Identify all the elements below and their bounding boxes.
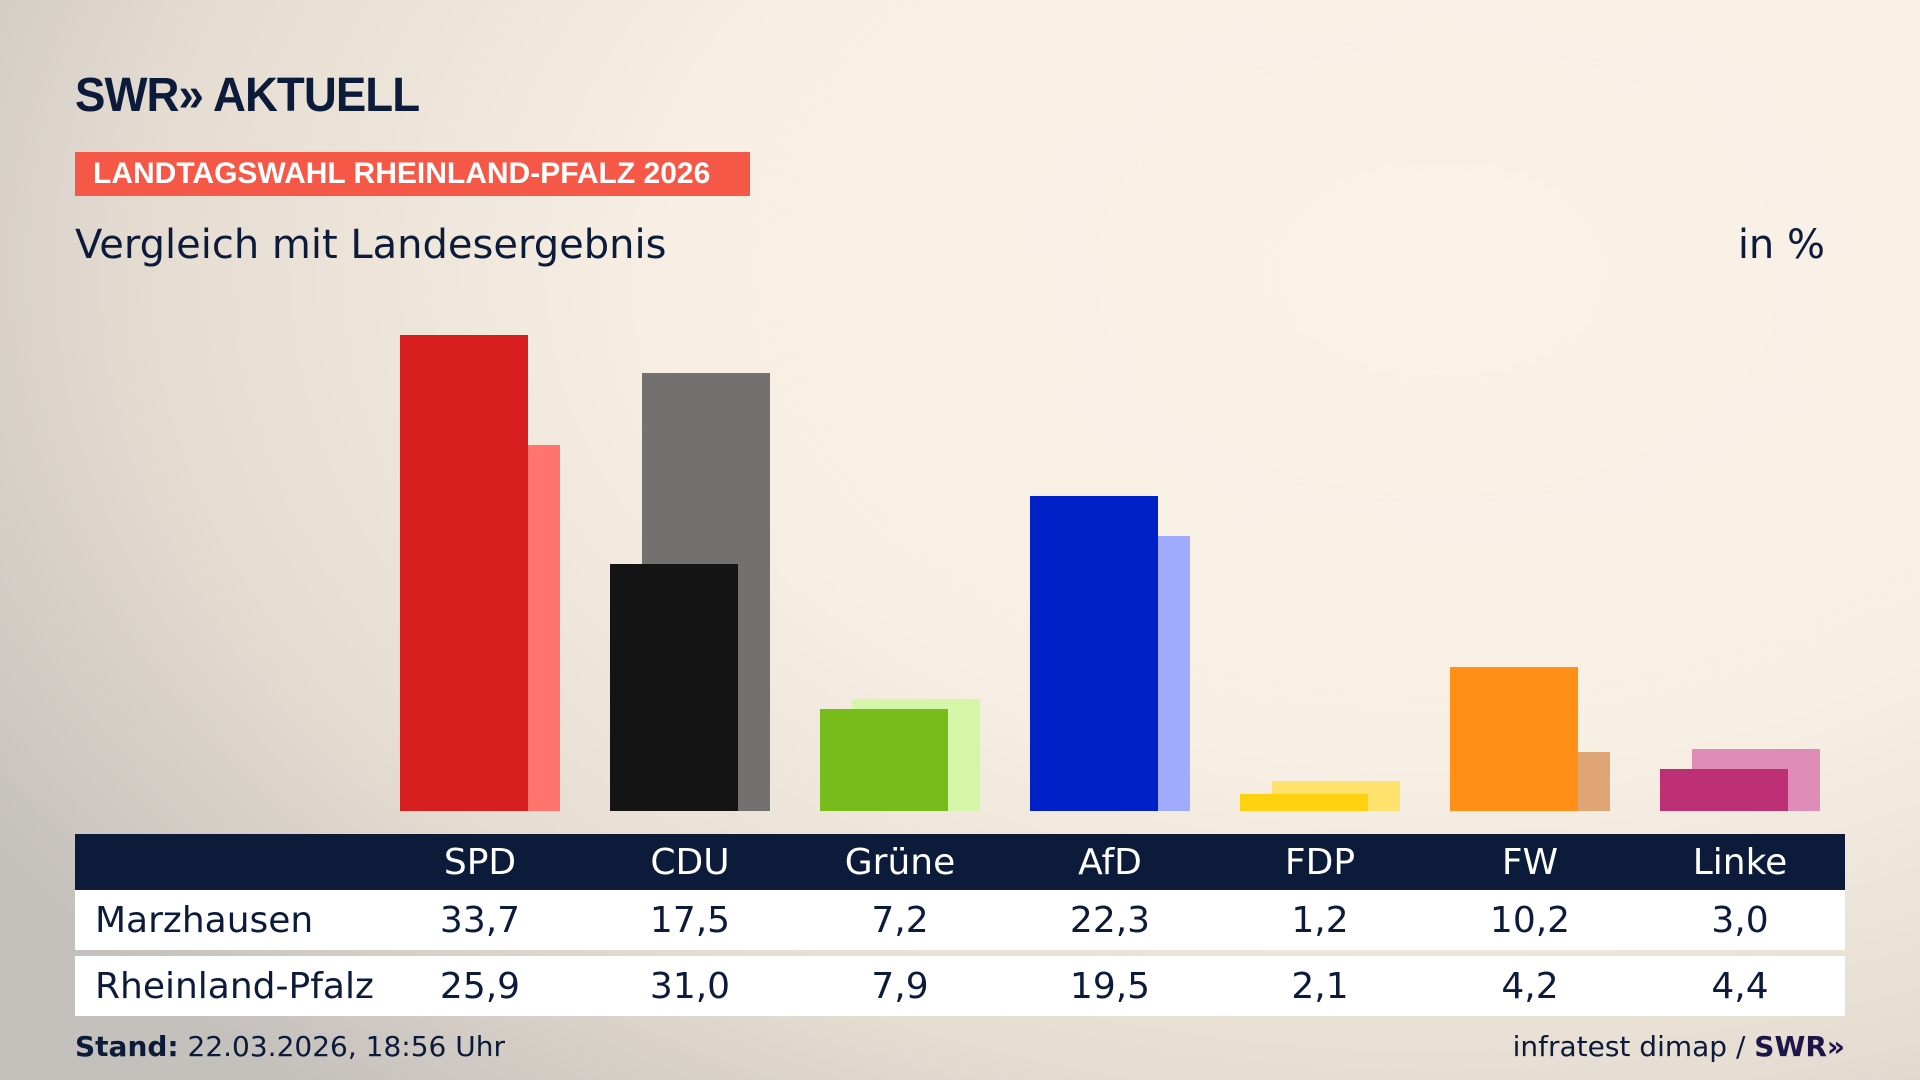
source: infratest dimap / SWR» xyxy=(1513,1030,1845,1063)
value-cell: 2,1 xyxy=(1291,965,1349,1007)
unit-label: in % xyxy=(1737,222,1825,268)
table-row: Marzhausen 33,7 17,5 7,2 22,3 1,2 10,2 3,0 xyxy=(75,890,1845,950)
table-row: Rheinland-Pfalz 25,9 31,0 7,9 19,5 2,1 4,2 4,4 xyxy=(75,956,1845,1016)
value-cell: 10,2 xyxy=(1489,899,1571,941)
value-cell: 4,2 xyxy=(1501,965,1559,1007)
value-cell: 33,7 xyxy=(439,899,521,941)
row-label: Rheinland-Pfalz xyxy=(95,965,374,1007)
column-header: Grüne xyxy=(844,841,956,883)
source-text: infratest dimap / xyxy=(1512,1030,1755,1063)
value-cell: 7,2 xyxy=(871,899,929,941)
value-cell: 31,0 xyxy=(649,965,731,1007)
column-header: CDU xyxy=(650,841,730,883)
value-cell: 4,4 xyxy=(1711,965,1769,1007)
column-header: SPD xyxy=(443,841,517,883)
value-cell: 3,0 xyxy=(1711,899,1769,941)
column-header: FW xyxy=(1501,841,1559,883)
chart-title: Vergleich mit Landesergebnis xyxy=(75,222,667,268)
stand-value: 22.03.2026, 18:56 Uhr xyxy=(178,1030,505,1063)
bar-grüne-local xyxy=(820,709,948,811)
value-cell: 1,2 xyxy=(1291,899,1349,941)
bar-spd-local xyxy=(400,335,528,811)
bar-cdu-local xyxy=(610,563,738,811)
value-cell: 17,5 xyxy=(649,899,731,941)
bar-fdp-local xyxy=(1240,794,1368,811)
column-header: FDP xyxy=(1284,841,1356,883)
column-header: AfD xyxy=(1078,841,1142,883)
table-header: SPD CDU Grüne AfD FDP FW Linke xyxy=(75,834,1845,890)
bar-afd-local xyxy=(1030,496,1158,811)
column-header: Linke xyxy=(1692,841,1788,883)
value-cell: 22,3 xyxy=(1069,899,1151,941)
swr-logo-small: SWR» xyxy=(1754,1030,1845,1063)
bar-linke-local xyxy=(1660,768,1788,811)
stand-label: Stand: xyxy=(75,1030,179,1063)
value-cell: 19,5 xyxy=(1069,965,1151,1007)
value-cell: 7,9 xyxy=(871,965,929,1007)
value-cell: 25,9 xyxy=(439,965,521,1007)
row-label: Marzhausen xyxy=(95,899,314,941)
swr-aktuell-logo: SWR» AKTUELL xyxy=(75,69,420,122)
bar-fw-local xyxy=(1450,666,1578,811)
election-tag: LANDTAGSWAHL RHEINLAND-PFALZ 2026 xyxy=(75,152,750,196)
timestamp: Stand: 22.03.2026, 18:56 Uhr xyxy=(75,1030,505,1063)
